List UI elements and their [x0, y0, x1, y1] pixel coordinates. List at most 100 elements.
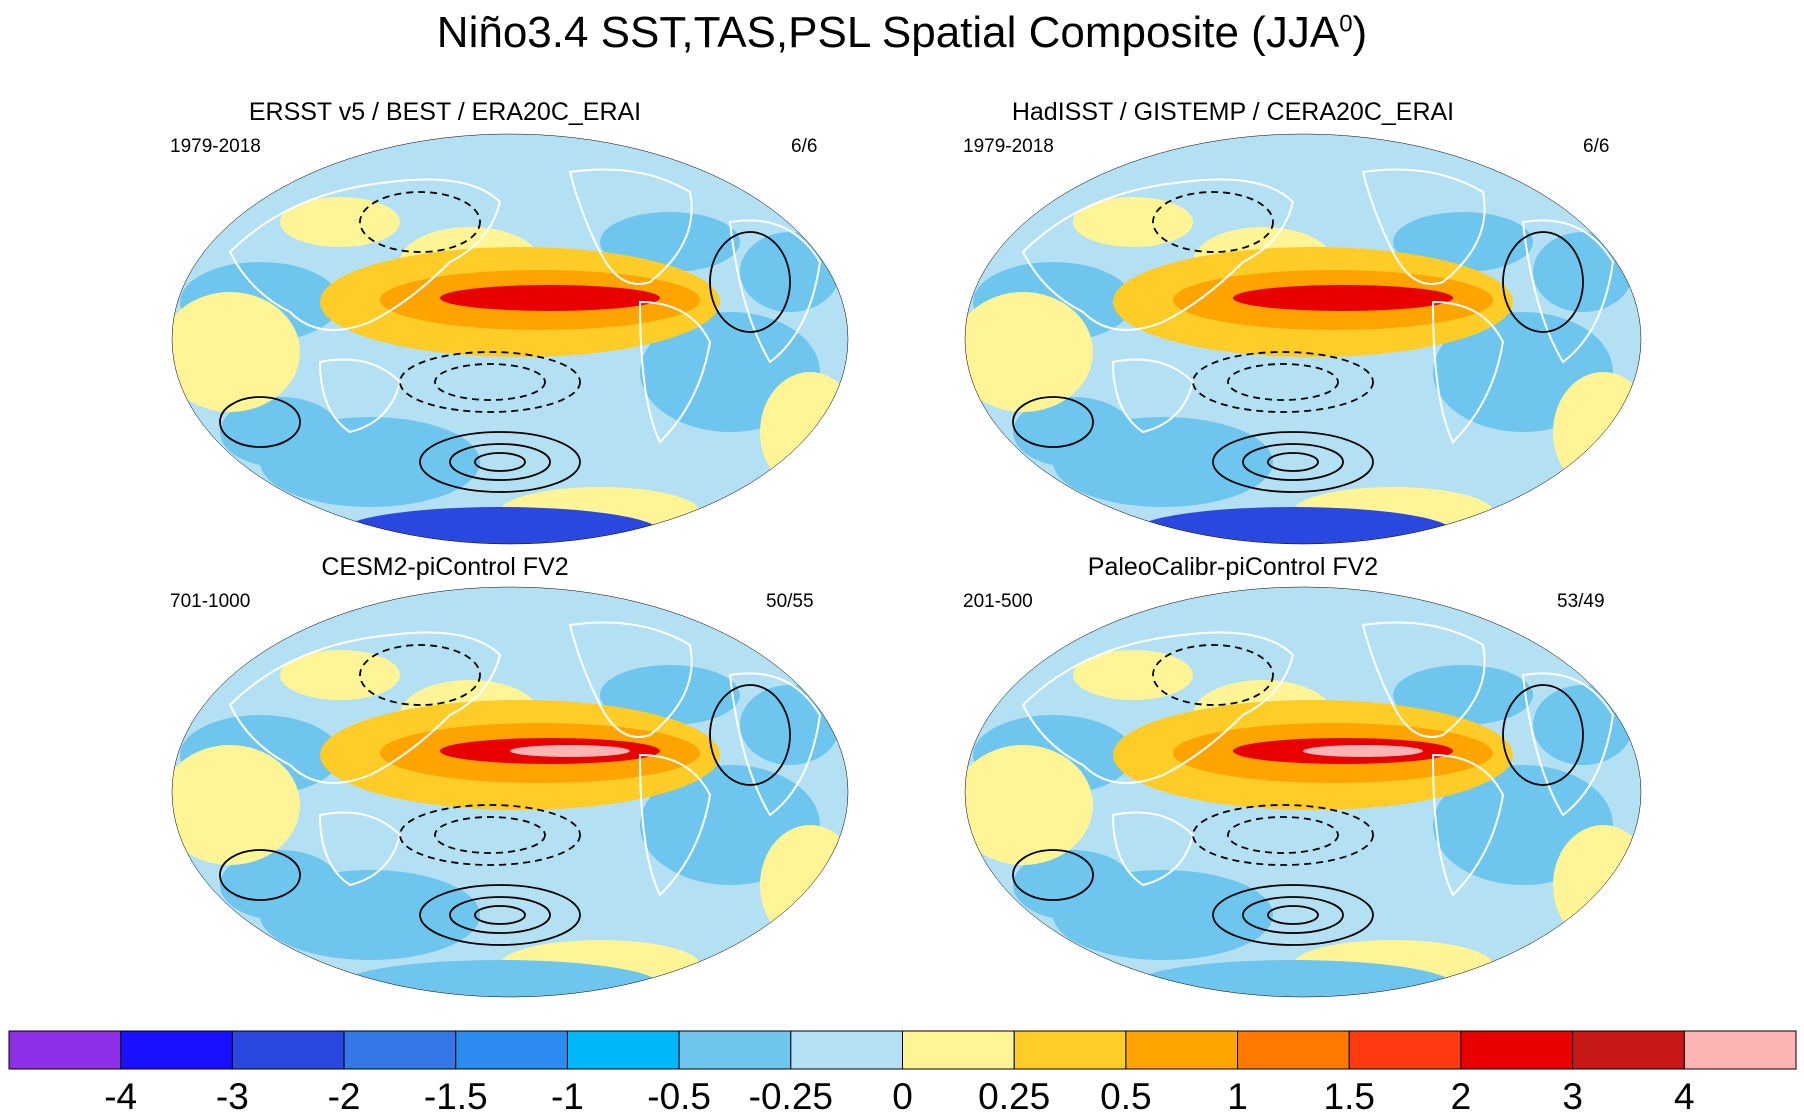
psl-contour	[434, 363, 546, 401]
colorbar	[8, 1030, 1797, 1070]
colorbar-tick-label: -1	[550, 1076, 584, 1117]
psl-contour	[219, 849, 301, 901]
colorbar-swatch	[1348, 1030, 1462, 1070]
cool-anomaly	[1393, 212, 1533, 272]
equatorial-pink-core	[510, 745, 630, 757]
antarctic-anomaly	[1133, 507, 1453, 544]
colorbar-tick-label: -1.5	[423, 1076, 488, 1117]
map-border	[171, 133, 849, 545]
colorbar-tick-label: 2	[1450, 1076, 1472, 1117]
coastline	[318, 358, 402, 434]
antarctic-anomaly	[340, 507, 660, 544]
psl-contour	[1212, 884, 1374, 946]
psl-contour	[709, 231, 791, 333]
figure-title: Niño3.4 SST,TAS,PSL Spatial Composite (J…	[0, 8, 1804, 58]
colorbar-tick-label: 1	[1227, 1076, 1248, 1117]
cool-anomaly	[1013, 397, 1133, 467]
psl-contour	[434, 816, 546, 854]
colorbar-swatch	[120, 1030, 233, 1070]
warm-anomaly	[280, 650, 400, 700]
panel-3-count: 50/55	[766, 591, 814, 612]
panel-2-count: 6/6	[1583, 136, 1610, 157]
coastline	[638, 753, 712, 897]
psl-contour	[219, 396, 301, 448]
colorbar-swatch	[566, 1030, 680, 1070]
psl-contour	[1267, 452, 1319, 472]
warm-anomaly	[965, 745, 1093, 865]
map-panel-2	[964, 133, 1642, 545]
cool-anomaly	[220, 850, 340, 920]
colorbar-tick-label: 0.5	[1100, 1076, 1152, 1117]
coastline	[318, 811, 402, 887]
psl-contour	[1012, 396, 1094, 448]
psl-contour	[1192, 351, 1374, 413]
psl-contour	[1152, 191, 1274, 253]
antarctic-anomaly	[340, 960, 660, 997]
map-border	[171, 586, 849, 998]
coastline	[1521, 672, 1615, 817]
panel-2-title: HadISST / GISTEMP / CERA20C_ERAI	[1011, 98, 1455, 126]
panel-4-period: 201-500	[963, 591, 1033, 612]
warm-anomaly	[1073, 197, 1193, 247]
coastline	[1431, 753, 1505, 897]
coastline	[728, 672, 822, 817]
coastline	[1111, 811, 1195, 887]
coastline	[228, 178, 502, 331]
equatorial-pink-core	[1303, 745, 1423, 757]
colorbar-swatch	[1460, 1030, 1574, 1070]
psl-contour	[1212, 431, 1374, 493]
map-border	[964, 586, 1642, 998]
psl-contour	[1502, 684, 1584, 786]
coastline	[568, 168, 693, 285]
colorbar-swatch	[1013, 1030, 1127, 1070]
psl-contour	[449, 443, 551, 481]
map-panel-3	[171, 586, 849, 998]
coastline	[1361, 168, 1486, 285]
colorbar-swatch	[8, 1030, 122, 1070]
psl-contour	[474, 905, 526, 925]
psl-contour	[1242, 443, 1344, 481]
cool-anomaly	[1013, 850, 1133, 920]
psl-contour	[474, 452, 526, 472]
colorbar-swatch	[678, 1030, 792, 1070]
colorbar-swatch	[343, 1030, 457, 1070]
warm-anomaly	[965, 292, 1093, 412]
colorbar-tick-label: 0.25	[978, 1076, 1051, 1117]
psl-contour	[419, 431, 581, 493]
colorbar-tick-label: 1.5	[1323, 1076, 1375, 1117]
cool-anomaly	[220, 397, 340, 467]
cool-anomaly	[600, 665, 740, 725]
psl-contour	[709, 684, 791, 786]
colorbar-swatch	[790, 1030, 903, 1070]
panel-1-period: 1979-2018	[170, 136, 261, 157]
psl-contour	[1227, 816, 1339, 854]
panel-4-title: PaleoCalibr-piControl FV2	[1087, 553, 1379, 581]
psl-contour	[419, 884, 581, 946]
psl-contour	[1192, 804, 1374, 866]
coastline	[1021, 178, 1295, 331]
coastline	[568, 621, 693, 738]
colorbar-swatch	[455, 1030, 568, 1070]
psl-contour	[399, 804, 581, 866]
psl-contour	[359, 644, 481, 706]
warm-anomaly	[280, 197, 400, 247]
psl-contour	[1267, 905, 1319, 925]
coastline	[1021, 631, 1295, 784]
coastline	[228, 631, 502, 784]
cool-anomaly	[600, 212, 740, 272]
coastline	[728, 219, 822, 364]
warm-anomaly	[1073, 650, 1193, 700]
colorbar-tick-label: -0.25	[748, 1076, 833, 1117]
coastline	[638, 300, 712, 444]
psl-contour	[449, 896, 551, 934]
map-border	[964, 133, 1642, 545]
coastline	[1361, 621, 1486, 738]
warm-anomaly	[172, 745, 300, 865]
psl-contour	[1242, 896, 1344, 934]
equatorial-red-core	[440, 285, 660, 311]
figure-title-text: Niño3.4 SST,TAS,PSL Spatial Composite (J…	[436, 8, 1340, 57]
psl-contour	[1012, 849, 1094, 901]
colorbar-tick-label: -3	[215, 1076, 249, 1117]
colorbar-tick-label: 0	[892, 1076, 913, 1117]
warm-anomaly	[172, 292, 300, 412]
